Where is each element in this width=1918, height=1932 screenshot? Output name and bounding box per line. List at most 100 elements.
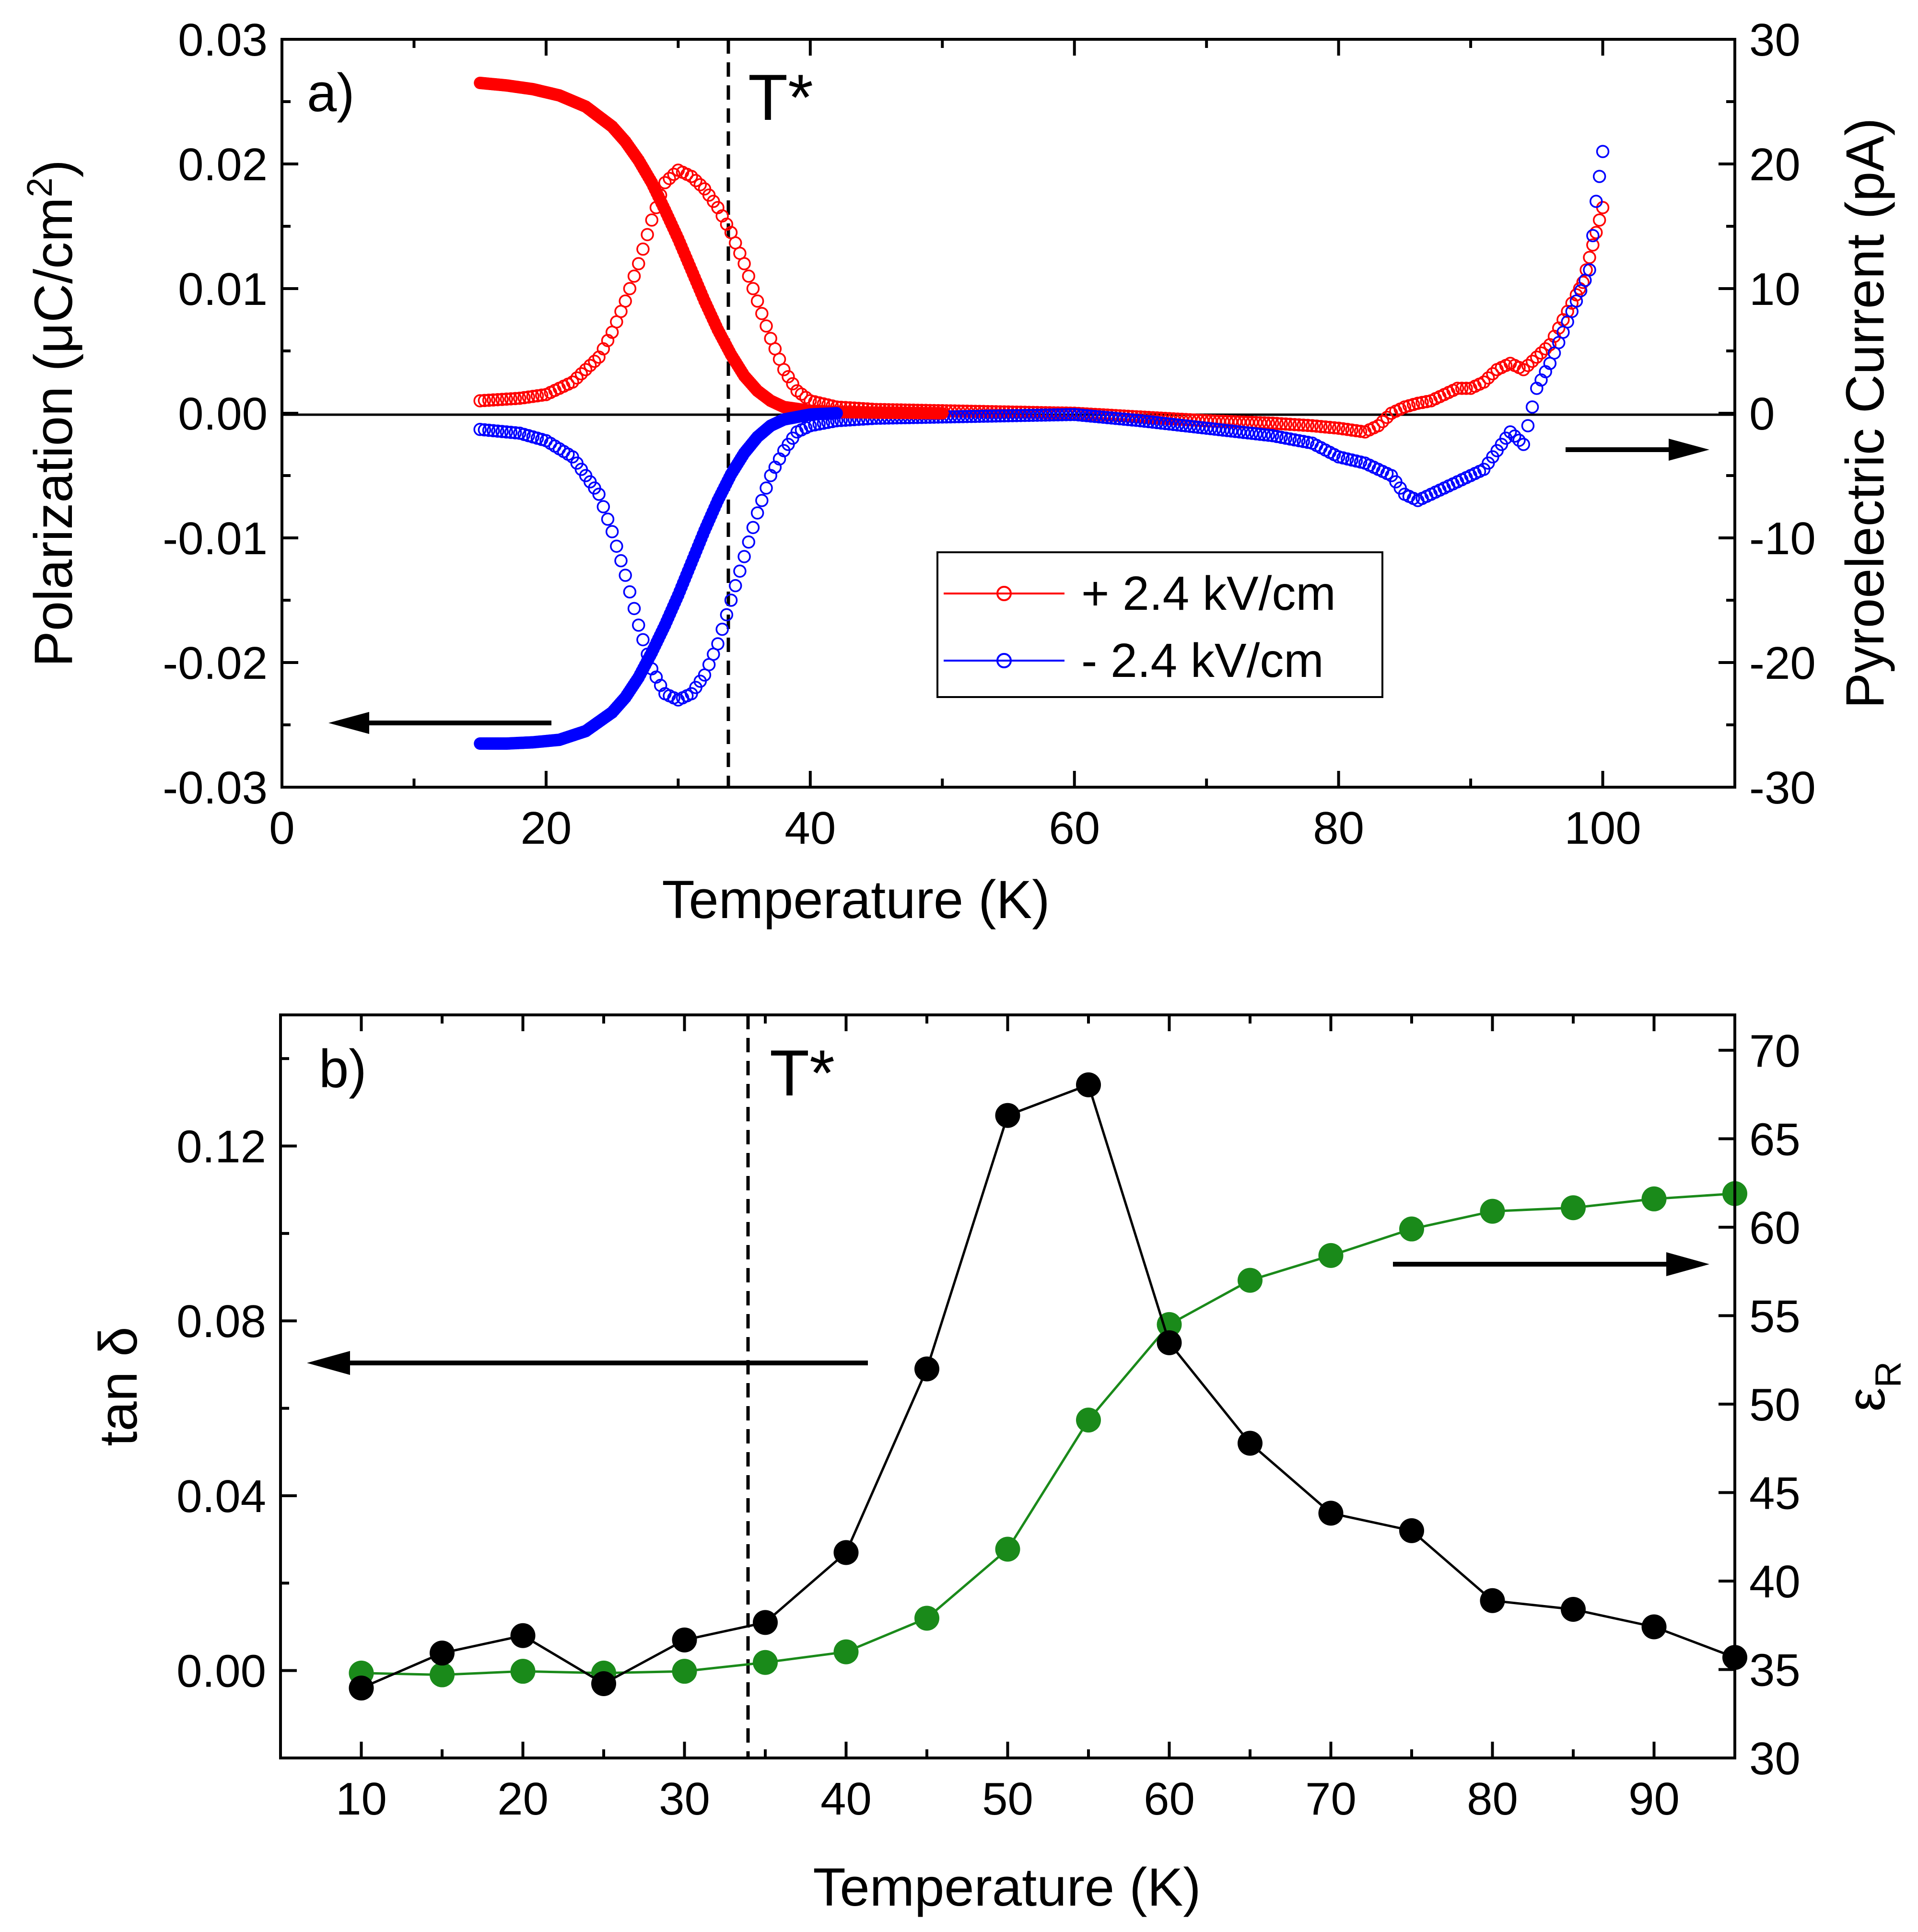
current-positive-point xyxy=(1292,418,1306,432)
current-negative-point xyxy=(956,410,970,423)
tstar-label-b: T* xyxy=(770,1036,835,1109)
current-negative-point xyxy=(1241,426,1255,440)
current-negative-point xyxy=(969,409,982,423)
x-tick-label-a: 100 xyxy=(1564,803,1641,854)
y-axis-title-left-b: tan δ xyxy=(88,1327,148,1446)
current-negative-point xyxy=(737,550,751,563)
current-positive-point xyxy=(1297,419,1310,432)
epsilon-r-point xyxy=(1561,1195,1586,1221)
arrow-right-a xyxy=(1566,439,1709,461)
y-tick-label-right-a: 30 xyxy=(1749,14,1801,66)
epsilon-r-point xyxy=(1318,1243,1344,1268)
current-negative-point xyxy=(1121,413,1135,426)
current-negative-point xyxy=(1014,408,1028,422)
current-positive-point xyxy=(636,242,650,256)
current-negative-point xyxy=(1076,408,1089,422)
current-negative-point xyxy=(1158,417,1172,431)
current-negative-point xyxy=(592,488,606,501)
current-positive-point xyxy=(658,176,672,189)
current-positive-point xyxy=(1305,419,1319,432)
epsilon-r-point xyxy=(833,1639,859,1664)
current-negative-point xyxy=(619,569,632,582)
current-positive-point xyxy=(1592,213,1606,227)
current-negative-point xyxy=(1216,423,1230,437)
y-tick-label-right-b: 45 xyxy=(1749,1467,1801,1519)
current-positive-point xyxy=(1014,406,1028,419)
legend-label-positive: + 2.4 kV/cm xyxy=(1081,567,1336,620)
epsilon-r-point xyxy=(995,1536,1020,1562)
current-negative-point xyxy=(486,424,500,438)
current-negative-point xyxy=(1266,429,1279,442)
y-tick-label-right-b: 30 xyxy=(1749,1733,1801,1784)
current-negative-point xyxy=(1512,433,1526,447)
x-tick-label-b: 80 xyxy=(1467,1773,1518,1825)
epsilon-r-point xyxy=(430,1662,455,1688)
current-positive-point xyxy=(1460,382,1473,395)
y-tick-label-right-a: 20 xyxy=(1749,139,1801,190)
y-tick-label-right-a: -30 xyxy=(1749,762,1816,814)
y-tick-label-right-b: 70 xyxy=(1749,1025,1801,1077)
current-negative-point xyxy=(1175,419,1189,432)
current-negative-point xyxy=(1022,408,1036,422)
current-positive-point xyxy=(478,394,491,407)
legend-label-negative: - 2.4 kV/cm xyxy=(1081,634,1324,687)
current-negative-point xyxy=(1183,419,1197,433)
current-positive-point xyxy=(1517,363,1531,376)
x-tick-label-b: 90 xyxy=(1628,1773,1680,1825)
current-negative-point xyxy=(1245,427,1259,440)
y-tick-label-left-a: 0.00 xyxy=(178,388,268,440)
tan-delta-point xyxy=(349,1676,374,1701)
y-tick-label-right-b: 60 xyxy=(1749,1202,1801,1254)
x-tick-label-b: 60 xyxy=(1144,1773,1195,1825)
y-tick-label-right-b: 55 xyxy=(1749,1291,1801,1342)
current-negative-point xyxy=(1171,418,1184,432)
plot-frame-b xyxy=(279,1013,1736,1759)
current-positive-point xyxy=(504,392,518,406)
current-positive-point xyxy=(1002,405,1015,419)
current-negative-point xyxy=(1154,416,1168,430)
current-positive-point xyxy=(1200,414,1213,428)
tan-delta-point xyxy=(1641,1614,1667,1640)
current-negative-point xyxy=(605,525,619,538)
y-tick-label-left-b: 0.04 xyxy=(176,1471,266,1522)
current-positive-point xyxy=(579,363,593,376)
current-positive-point xyxy=(1525,354,1539,368)
current-negative-point xyxy=(1590,195,1603,208)
plot-frame-a xyxy=(281,38,1736,789)
y-axis-title-right-a: Pyroelectric Current (pA) xyxy=(1835,118,1895,709)
current-positive-point xyxy=(588,354,601,368)
current-positive-point xyxy=(491,393,504,407)
current-negative-point xyxy=(482,423,496,437)
y-tick-label-left-a: 0.02 xyxy=(178,139,268,190)
current-negative-point xyxy=(1204,422,1217,435)
current-positive-point xyxy=(737,257,751,270)
y-tick-label-right-b: 40 xyxy=(1749,1556,1801,1607)
current-negative-point xyxy=(504,426,518,439)
current-positive-point xyxy=(1341,423,1354,436)
current-negative-point xyxy=(1088,409,1102,423)
current-positive-point xyxy=(693,178,707,192)
panel-a-ticks: 0 20 40 60 80 100-0.03-0.02-0.010.000.010.020… xyxy=(163,14,1816,854)
current-negative-point xyxy=(1208,422,1222,436)
current-positive-point xyxy=(645,213,659,227)
current-positive-point xyxy=(500,392,514,406)
current-positive-point xyxy=(1323,420,1337,434)
current-negative-point xyxy=(1030,408,1044,422)
current-positive-point xyxy=(1569,288,1583,302)
panel-b-ticks: 10 20 30 40 50 60 70 80 90 0.00 0.04 0.08 0.12 30 35 40… xyxy=(176,1015,1801,1825)
epsilon-r-point xyxy=(914,1606,939,1631)
tan-delta-point xyxy=(753,1610,778,1635)
tan-delta-point xyxy=(1561,1597,1586,1622)
current-negative-point xyxy=(636,633,650,647)
x-tick-label-b: 10 xyxy=(336,1773,387,1825)
current-negative-point xyxy=(760,481,773,495)
current-negative-point xyxy=(1067,407,1081,421)
polarization-negative-series xyxy=(474,407,843,750)
current-negative-point xyxy=(1275,431,1288,444)
current-negative-point xyxy=(711,637,725,651)
current-negative-point xyxy=(1253,428,1267,441)
arrow-left-a xyxy=(328,712,551,734)
current-negative-point xyxy=(1142,415,1156,429)
current-positive-point xyxy=(526,390,540,403)
